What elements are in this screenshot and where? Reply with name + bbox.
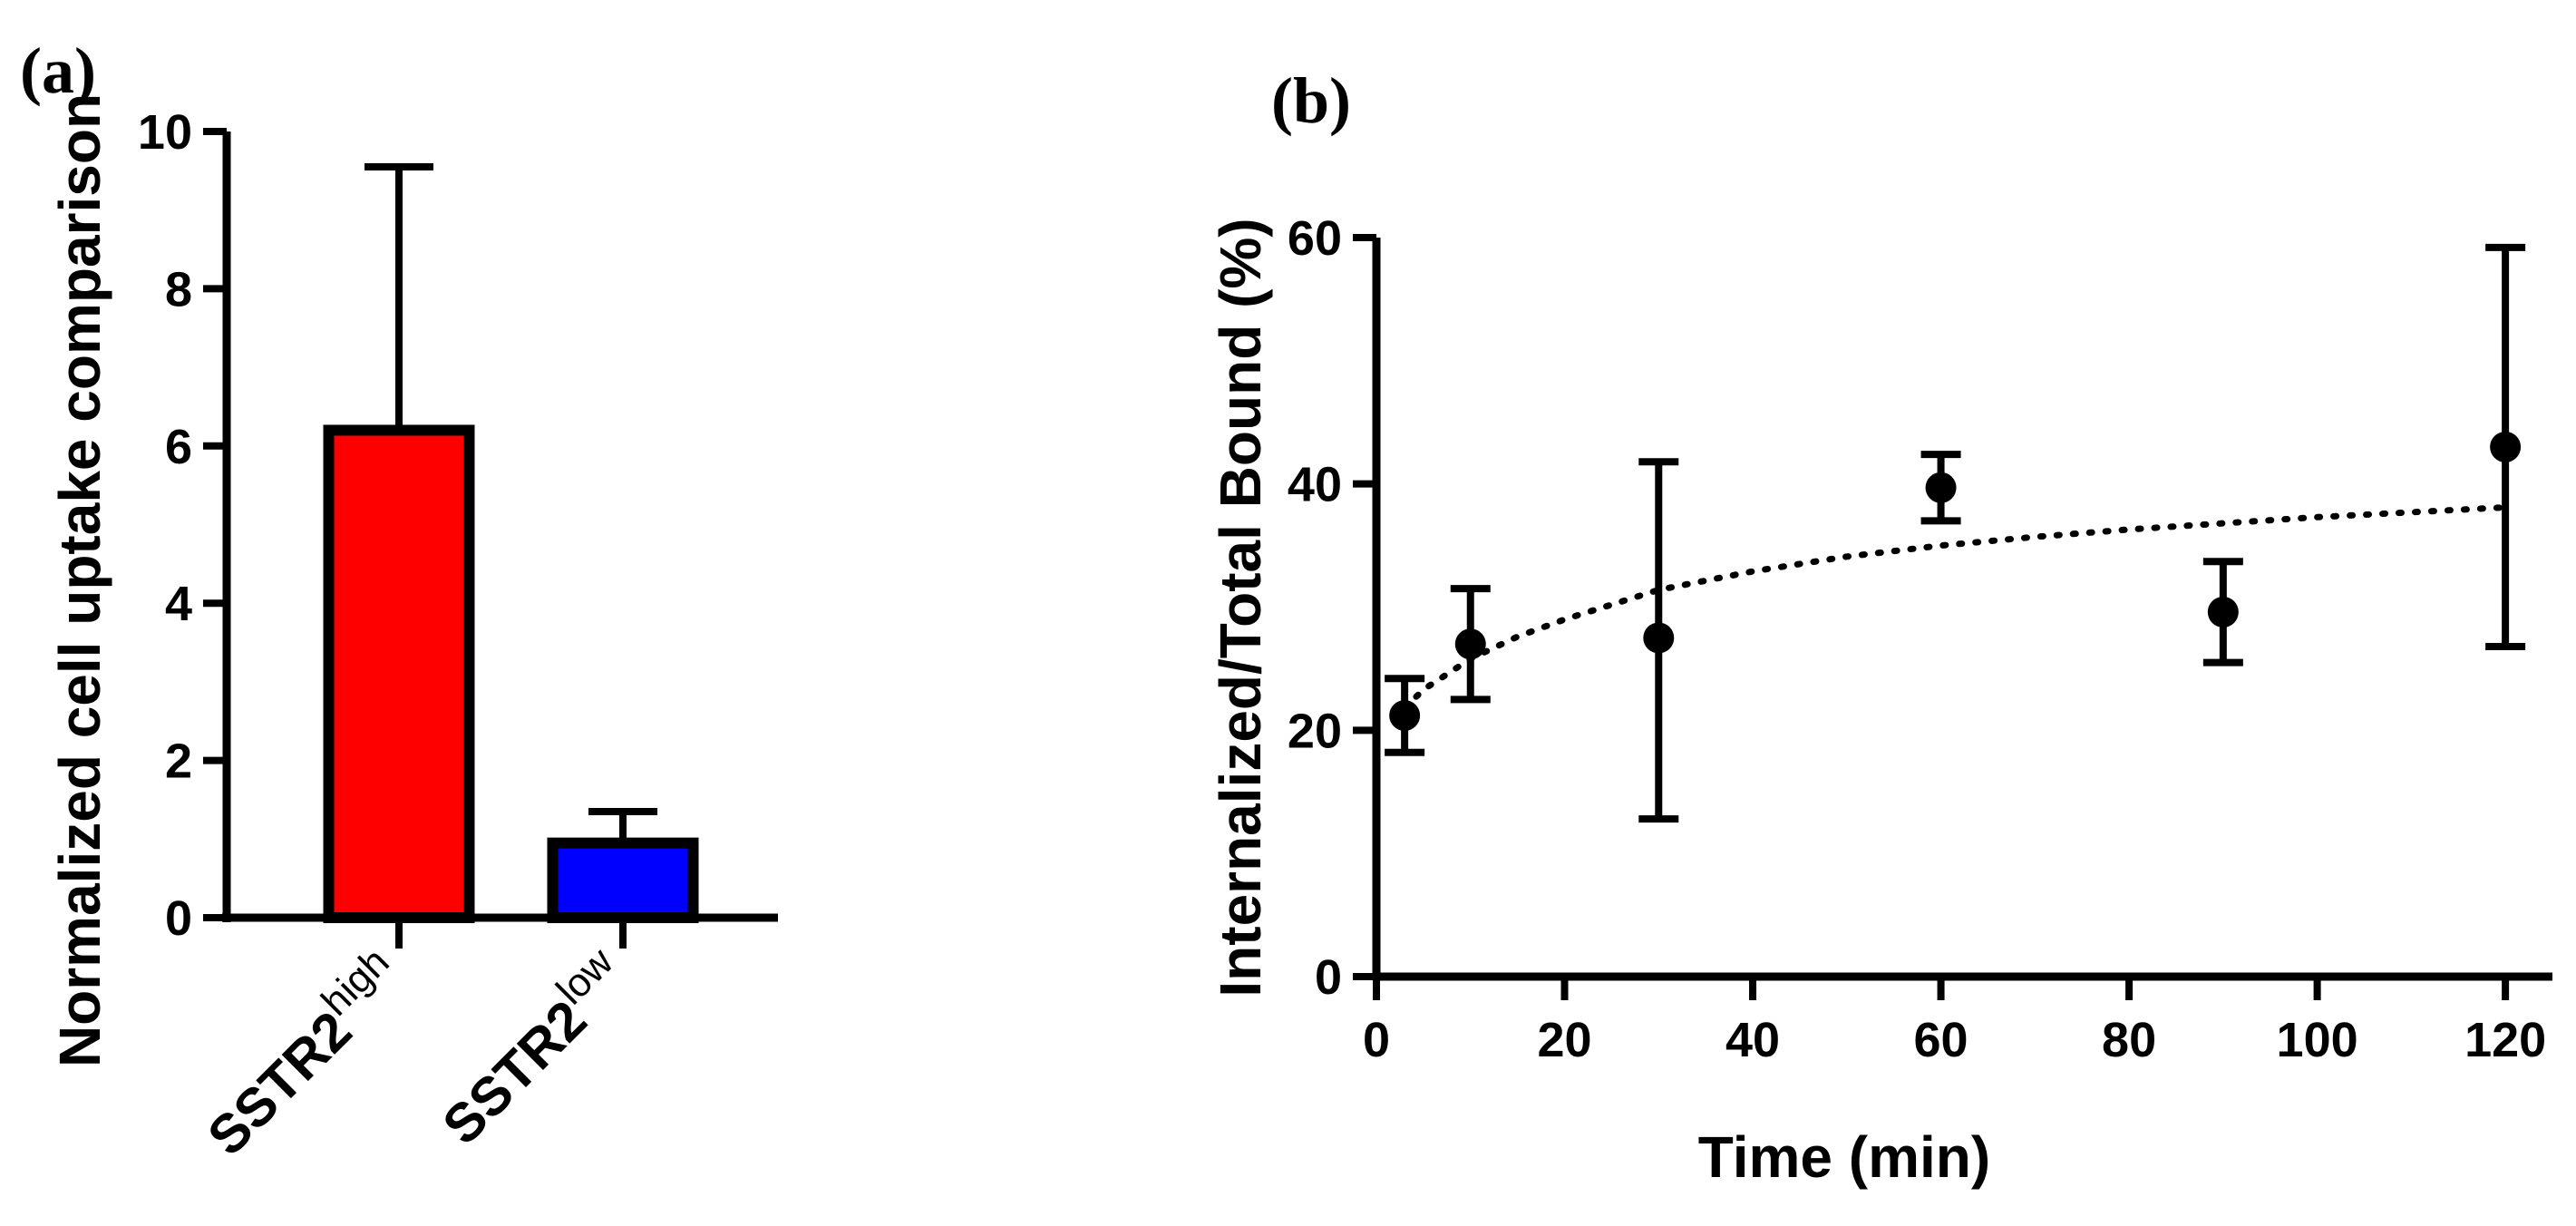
panel-a-y-tick-label: 0 (165, 891, 192, 946)
panel-b-data-point (2207, 596, 2239, 628)
panel-b-y-tick-label: 0 (1315, 950, 1342, 1005)
panel-b-x-tick-label: 100 (2277, 1013, 2358, 1067)
panel-a-y-tick-label: 6 (165, 420, 192, 474)
panel-a-category-label: SSTR2low (424, 939, 641, 1156)
panel-b-x-tick-label: 80 (2102, 1013, 2156, 1067)
panel-a-y-tick-label: 4 (165, 577, 192, 631)
panel-b-data-point (1925, 472, 1957, 503)
panel-b-scatter-chart: (b) Internalized/Total Bound (%) Time (m… (1208, 64, 2552, 1190)
panel-a-bar (323, 424, 475, 923)
panel-a-label: (a) (20, 34, 96, 107)
panel-b-y-axis-title: Internalized/Total Bound (%) (1208, 218, 1273, 997)
panel-b-data-point (1454, 628, 1486, 660)
panel-a-category-name: SSTR2 (431, 989, 598, 1156)
panel-b-label: (b) (1271, 64, 1351, 137)
panel-b-data-point (1389, 700, 1421, 732)
panel-b-plot-area: 0 20 40 60 0 20 40 60 80 100 120 (1288, 211, 2552, 1067)
panel-b-fit-curve (1401, 504, 2509, 712)
panel-a-y-tick-label: 10 (138, 105, 192, 160)
panel-b-x-axis-title: Time (min) (1698, 1124, 1990, 1190)
panel-a-bar (547, 837, 699, 924)
panel-b-x-tick-label: 20 (1537, 1013, 1591, 1067)
panel-b-y-tick-label: 20 (1288, 704, 1342, 758)
panel-a-bar-chart: (a) Normalized cell uptake comparison 0 2… (20, 34, 778, 1167)
panel-b-x-tick-label: 120 (2464, 1013, 2546, 1067)
panel-b-x-tick-label: 40 (1725, 1013, 1780, 1067)
panel-a-category-name: SSTR2 (196, 1000, 363, 1167)
panel-b-data-point (1643, 622, 1675, 654)
panel-b-x-tick-label: 0 (1363, 1013, 1390, 1067)
panel-b-y-tick-label: 60 (1288, 211, 1342, 266)
panel-a-y-axis-title: Normalized cell uptake comparison (47, 93, 112, 1067)
panel-b-data-point (2490, 431, 2522, 462)
panel-b-y-tick-label: 40 (1288, 458, 1342, 512)
panel-a-category-label: SSTR2high (189, 939, 416, 1167)
panel-a-y-tick-label: 8 (165, 262, 192, 316)
panel-a-y-tick-label: 2 (165, 735, 192, 789)
panel-b-x-tick-label: 60 (1914, 1013, 1968, 1067)
